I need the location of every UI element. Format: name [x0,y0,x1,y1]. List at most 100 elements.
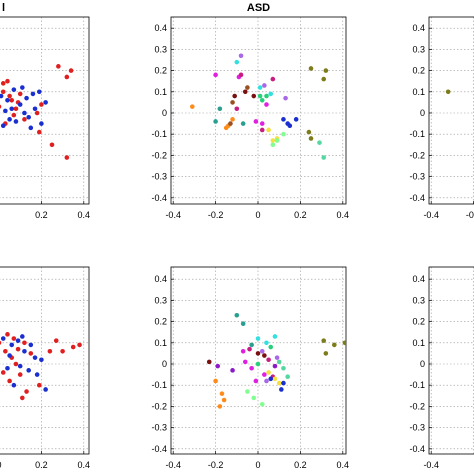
data-point [242,89,248,95]
x-tick-label: 0.4 [337,460,350,470]
data-point [228,121,233,126]
data-point [7,93,12,99]
data-point [0,93,4,99]
y-tick-label: 0.3 [412,295,425,305]
axes-frame [428,266,474,455]
data-point [3,108,8,114]
data-point [245,85,250,90]
data-point [26,114,31,120]
data-point [17,102,23,107]
data-point [274,355,280,360]
data-point [15,346,21,352]
chart-title-partial: l [2,2,5,14]
data-point [257,85,263,90]
data-point [43,100,48,105]
data-point [262,83,267,88]
data-point [259,401,265,407]
data-point [268,376,274,382]
data-point [24,389,29,394]
data-point [22,348,27,354]
data-point [245,389,250,394]
data-point [213,378,218,384]
gridlines [429,267,474,454]
data-point [20,85,25,90]
data-point [5,78,10,84]
y-tick-label: -0.1 [151,380,167,390]
panel-4: 0 0.2 0.4 [0,266,90,470]
data-point [9,342,15,348]
data-point [264,340,269,346]
data-point [56,64,61,69]
data-point [323,68,329,73]
y-tick-label: 0 [420,359,425,369]
x-tick-label: 0.2 [35,210,48,220]
data-point [17,372,23,377]
data-point [5,365,10,371]
axes-frame [170,16,347,205]
data-point [47,348,53,354]
data-point [262,372,267,377]
data-point [68,68,74,73]
data-point [17,363,23,369]
data-point [272,363,278,369]
data-point [272,334,278,339]
y-tick-label: 0.1 [412,87,425,97]
data-point [249,365,254,371]
y-tick-label: -0.1 [409,129,425,139]
data-point [43,387,48,392]
data-point [268,91,274,97]
data-point [28,342,34,348]
axes-frame [0,16,90,205]
data-point [279,387,284,392]
x-tick-label: 0 [255,210,260,220]
data-point [28,125,34,131]
y-tick-label: 0.2 [154,317,167,327]
data-point [13,106,19,112]
x-tick-label: -0.4 [423,210,439,220]
y-tick-label: -0.3 [409,423,425,433]
data-point [255,336,261,341]
gridlines [0,17,89,204]
data-point [0,336,6,341]
y-tick-label: 0.2 [412,66,425,76]
data-point [321,338,327,343]
data-point [20,334,25,339]
data-point [213,72,218,78]
y-tick-label: 0.2 [412,317,425,327]
data-point [30,91,36,97]
x-tick-label: -0.2 [208,210,224,220]
data-point [264,102,269,107]
data-point [238,53,244,59]
y-tick-label: -0.2 [151,150,167,160]
y-tick-label: -0.3 [409,172,425,182]
data-point [281,131,286,137]
data-point [283,95,288,101]
panel-1: 0.2 0.4 l [0,2,90,220]
data-point [219,391,225,396]
data-point [230,368,235,373]
x-tick-label: 0 [255,460,260,470]
data-point [268,344,274,350]
axes-frame [0,266,90,455]
data-point [34,372,40,377]
data-point [64,155,70,160]
data-point [317,140,322,145]
data-point [281,365,286,371]
panel-3: -0.4-0.3-0.2-0.100.10.20.30.4-0.4-0.2-( [409,16,474,220]
data-points [189,53,329,160]
y-tick-label: -0.3 [151,172,167,182]
data-points [206,312,346,409]
y-tick-label: 0.1 [154,338,167,348]
data-point [39,357,44,363]
data-point [49,142,55,148]
data-point [276,380,282,386]
data-points [0,64,74,160]
data-point [234,59,240,65]
data-point [217,404,223,409]
y-tick-label: 0.2 [154,66,167,76]
data-point [53,338,59,343]
data-point [60,348,65,354]
data-point [9,106,15,112]
data-point [230,117,235,122]
